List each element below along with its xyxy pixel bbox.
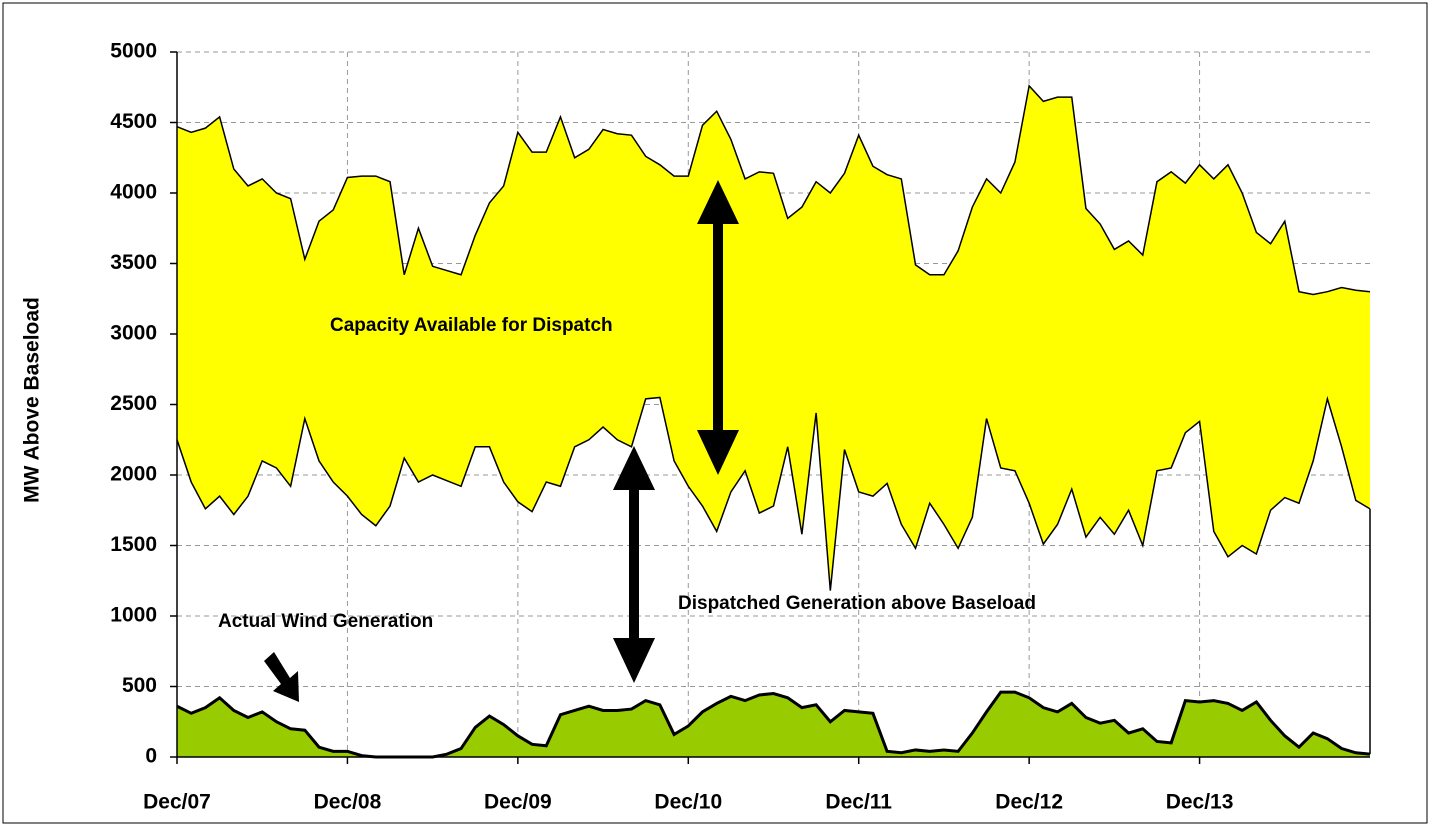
x-tick-label: Dec/08 bbox=[314, 791, 382, 814]
arrow-head bbox=[613, 638, 655, 683]
y-tick-label: 1000 bbox=[110, 604, 157, 627]
y-axis-title: MW Above Baseload bbox=[21, 297, 44, 503]
arrows bbox=[264, 180, 739, 702]
x-tick-label: Dec/09 bbox=[484, 791, 552, 814]
x-tick-label: Dec/12 bbox=[995, 791, 1063, 814]
arrow-head bbox=[613, 446, 655, 490]
y-tick-label: 0 bbox=[145, 745, 157, 768]
arrow bbox=[264, 652, 299, 702]
dispatched-line bbox=[176, 395, 1371, 591]
areas bbox=[176, 84, 1371, 759]
x-tick-label: Dec/10 bbox=[654, 791, 722, 814]
y-tick-label: 3000 bbox=[110, 322, 157, 345]
arrow-shaft bbox=[713, 222, 723, 432]
y-tick-label: 2500 bbox=[110, 392, 157, 415]
wind-area bbox=[177, 692, 1370, 757]
y-tick-label: 2000 bbox=[110, 463, 157, 486]
annotation: Dispatched Generation above Baseload bbox=[678, 593, 1036, 614]
y-tick-label: 4000 bbox=[110, 181, 157, 204]
x-tick-label: Dec/07 bbox=[143, 791, 211, 814]
arrow-head bbox=[697, 180, 739, 224]
y-tick-label: 1500 bbox=[110, 533, 157, 556]
axes: 0 500 1000 1500 2000 2500 3000 3500 4000 4500 5000… bbox=[110, 40, 1370, 814]
annotation: Actual Wind Generation bbox=[218, 611, 433, 632]
x-tick-label: Dec/13 bbox=[1166, 791, 1234, 814]
y-tick-label: 500 bbox=[122, 674, 157, 697]
capacity-area bbox=[177, 85, 1370, 591]
y-tick-label: 3500 bbox=[110, 251, 157, 274]
capacity-line bbox=[176, 84, 1371, 296]
y-tick-label: 5000 bbox=[110, 40, 157, 63]
arrow-shaft bbox=[629, 488, 639, 640]
y-tick-label: 4500 bbox=[110, 110, 157, 133]
arrow-head bbox=[697, 430, 739, 475]
x-tick-label: Dec/11 bbox=[825, 791, 892, 814]
annotation: Capacity Available for Dispatch bbox=[330, 315, 613, 336]
